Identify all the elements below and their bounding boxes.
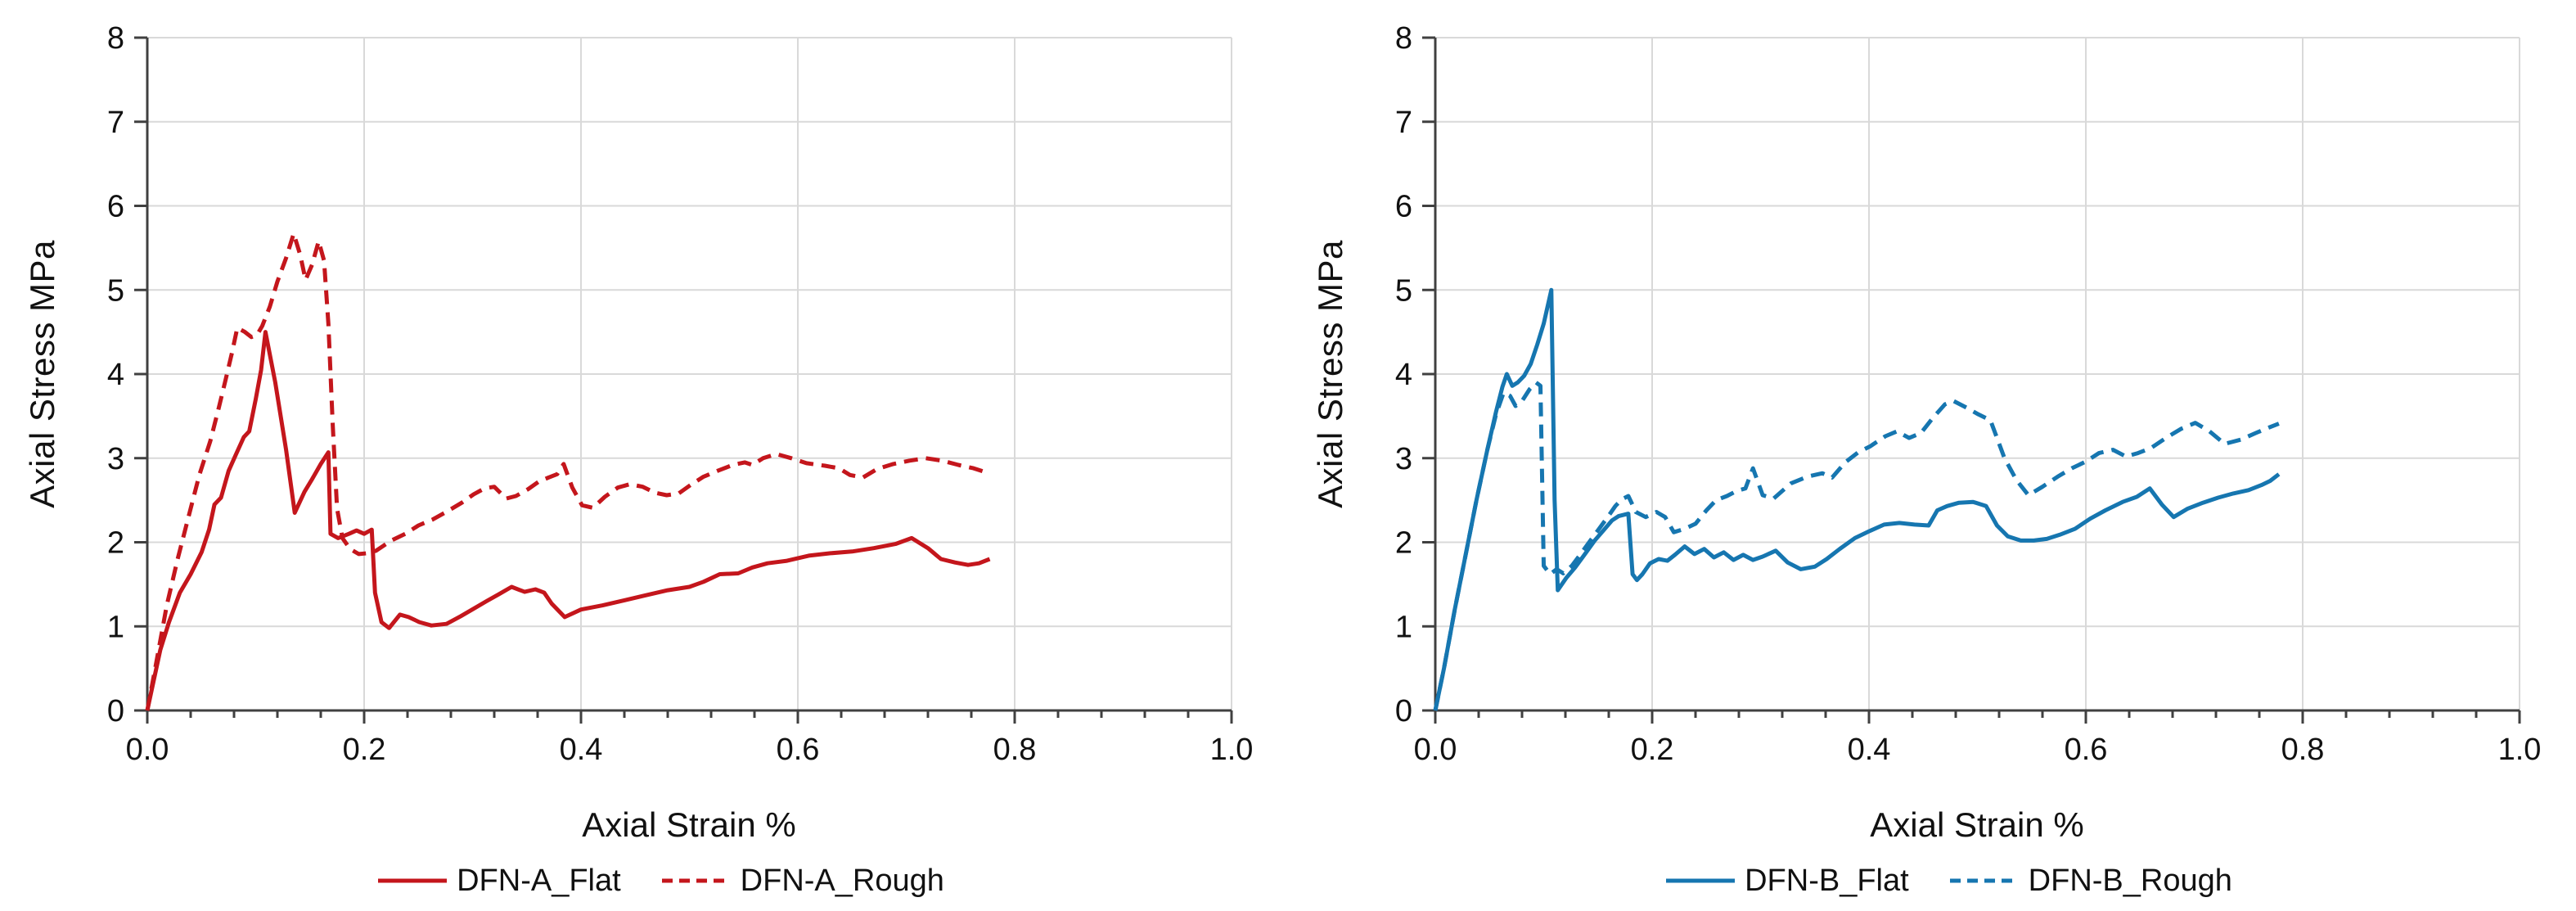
y-tick-label: 8 bbox=[1395, 21, 1412, 56]
y-tick-label: 8 bbox=[107, 21, 124, 56]
legend-dfn-a: DFN-A_Flat DFN-A_Rough bbox=[0, 858, 1288, 904]
x-tick-label: 0.4 bbox=[560, 733, 603, 767]
y-tick-label: 0 bbox=[1395, 694, 1412, 728]
x-tick-label: 0.6 bbox=[777, 733, 820, 767]
series-line-dfn-a-rough bbox=[145, 231, 988, 711]
legend-line-solid-icon bbox=[1666, 878, 1736, 883]
series-line-dfn-b-flat bbox=[1433, 287, 2281, 711]
chart-panel-dfn-b: 0 1 2 3 4 5 6 7 8 0.0 0.2 0.4 0.6 0.8 1.0 Axial Stress… bbox=[1288, 0, 2576, 911]
y-tick-label: 2 bbox=[107, 526, 124, 561]
y-tick-label: 5 bbox=[107, 273, 124, 308]
y-tick-label: 3 bbox=[1395, 442, 1412, 476]
y-tick-label: 5 bbox=[1395, 273, 1412, 308]
legend-label-dfn-b-rough: DFN-B_Rough bbox=[2028, 863, 2232, 898]
y-tick-label: 4 bbox=[1395, 358, 1412, 392]
chart-panel-dfn-a: 0 1 2 3 4 5 6 7 8 0.0 0.2 0.4 0.6 0.8 1.0 Axial Stress… bbox=[0, 21, 1288, 904]
tick-marks bbox=[134, 36, 1233, 724]
x-tick-label: 0.4 bbox=[1848, 733, 1891, 767]
x-tick-label: 0.2 bbox=[1631, 733, 1674, 767]
plot-area-dfn-a: 0 1 2 3 4 5 6 7 8 0.0 0.2 0.4 0.6 0.8 1.0 bbox=[107, 21, 1254, 767]
x-tick-label: 0.2 bbox=[343, 733, 386, 767]
legend-dfn-b: DFN-B_Flat DFN-B_Rough bbox=[1288, 858, 2576, 904]
x-axis-title: Axial Strain % bbox=[582, 805, 796, 844]
y-tick-label: 0 bbox=[107, 694, 124, 728]
y-tick-label: 7 bbox=[1395, 106, 1412, 140]
gridlines bbox=[147, 37, 1232, 710]
legend-line-solid-icon bbox=[378, 878, 448, 883]
legend-item-dfn-b-rough: DFN-B_Rough bbox=[1948, 864, 2232, 899]
x-axis-title: Axial Strain % bbox=[1870, 805, 2084, 844]
x-tick-label: 1.0 bbox=[2498, 733, 2542, 767]
y-tick-label: 7 bbox=[107, 106, 124, 140]
y-tick-label: 6 bbox=[1395, 190, 1412, 224]
x-tick-label: 0.0 bbox=[1414, 733, 1457, 767]
x-tick-label: 0.6 bbox=[2065, 733, 2108, 767]
x-tick-label: 0.0 bbox=[126, 733, 169, 767]
y-tick-label: 2 bbox=[1395, 526, 1412, 561]
y-axis-title: Axial Stress MPa bbox=[23, 240, 61, 508]
legend-label-dfn-b-flat: DFN-B_Flat bbox=[1745, 863, 1909, 898]
y-tick-label: 1 bbox=[107, 610, 124, 644]
x-tick-label: 0.8 bbox=[2281, 733, 2325, 767]
legend-item-dfn-a-flat: DFN-A_Flat bbox=[376, 864, 621, 899]
tick-labels: 0 1 2 3 4 5 6 7 8 0.0 0.2 0.4 0.6 0.8 1.0 bbox=[107, 21, 1254, 767]
legend-label-dfn-a-rough: DFN-A_Rough bbox=[740, 863, 944, 898]
plot-area-dfn-b: 0 1 2 3 4 5 6 7 8 0.0 0.2 0.4 0.6 0.8 1.0 bbox=[1395, 21, 2542, 767]
legend-label-dfn-a-flat: DFN-A_Flat bbox=[457, 863, 621, 898]
y-tick-label: 1 bbox=[1395, 610, 1412, 644]
y-tick-label: 6 bbox=[107, 190, 124, 224]
legend-line-dashed-icon bbox=[1949, 878, 2019, 883]
legend-item-dfn-b-flat: DFN-B_Flat bbox=[1664, 864, 1909, 899]
legend-line-dashed-icon bbox=[661, 878, 731, 883]
y-axis-title: Axial Stress MPa bbox=[1311, 240, 1349, 508]
tick-marks bbox=[1422, 36, 2521, 724]
gridlines bbox=[1435, 37, 2520, 710]
tick-labels: 0 1 2 3 4 5 6 7 8 0.0 0.2 0.4 0.6 0.8 1.0 bbox=[1395, 21, 2542, 767]
legend-item-dfn-a-rough: DFN-A_Rough bbox=[660, 864, 944, 899]
x-tick-label: 1.0 bbox=[1210, 733, 1254, 767]
y-tick-label: 4 bbox=[107, 358, 124, 392]
y-tick-label: 3 bbox=[107, 442, 124, 476]
series-line-dfn-b-rough bbox=[1433, 380, 2280, 711]
x-tick-label: 0.8 bbox=[993, 733, 1037, 767]
series-line-dfn-a-flat bbox=[145, 330, 991, 711]
